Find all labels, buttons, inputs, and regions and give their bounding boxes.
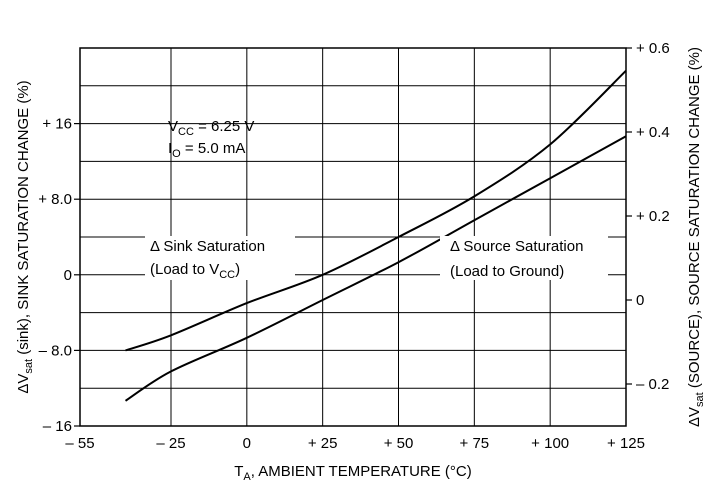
x-tick-label: + 25 xyxy=(308,435,338,452)
x-tick-label: 0 xyxy=(243,435,251,452)
sink-label-bg xyxy=(145,236,295,280)
x-tick-label: + 50 xyxy=(384,435,414,452)
x-tick-label: – 25 xyxy=(156,435,185,452)
x-tick-label: – 55 xyxy=(65,435,94,452)
right-y-tick-label: + 0.2 xyxy=(636,208,670,225)
x-tick-label: + 125 xyxy=(607,435,645,452)
data-curves xyxy=(124,69,627,402)
sink-label: Δ Sink Saturation xyxy=(150,238,265,255)
x-tick-label: + 100 xyxy=(531,435,569,452)
right-y-axis-label: ΔVsat (SOURCE), SOURCE SATURATION CHANGE… xyxy=(686,47,706,427)
x-tick-label: + 75 xyxy=(460,435,490,452)
source-label-bg xyxy=(440,236,608,280)
source-label: Δ Source Saturation xyxy=(450,238,583,255)
sink-saturation-curve xyxy=(125,69,627,352)
left-y-tick-label: – 8.0 xyxy=(39,342,72,359)
source-label-load: (Load to Ground) xyxy=(450,263,564,280)
condition-vcc: VCC = 6.25 V xyxy=(168,118,254,138)
tick-labels: – 55 – 25 0 + 25 + 50 + 75 + 100 + 125 – 16 – 8.0… xyxy=(38,40,670,452)
right-y-tick-label: + 0.4 xyxy=(636,124,670,141)
x-axis-label: TA, AMBIENT TEMPERATURE (°C) xyxy=(234,463,472,483)
source-saturation-curve xyxy=(124,135,627,402)
right-y-tick-label: + 0.6 xyxy=(636,40,670,57)
condition-io: IO = 5.0 mA xyxy=(168,140,245,160)
left-y-tick-label: 0 xyxy=(64,267,72,284)
plot-frame xyxy=(79,47,627,427)
sink-label-load: (Load to VCC) xyxy=(150,261,240,281)
right-y-tick-label: 0 xyxy=(636,292,644,309)
left-y-tick-label: + 16 xyxy=(42,116,72,133)
left-y-axis-label: ΔVsat (sink), SINK SATURATION CHANGE (%) xyxy=(15,80,35,393)
left-y-tick-label: + 8.0 xyxy=(38,191,72,208)
right-y-tick-label: – 0.2 xyxy=(636,376,669,393)
left-y-tick-label: – 16 xyxy=(43,418,72,435)
